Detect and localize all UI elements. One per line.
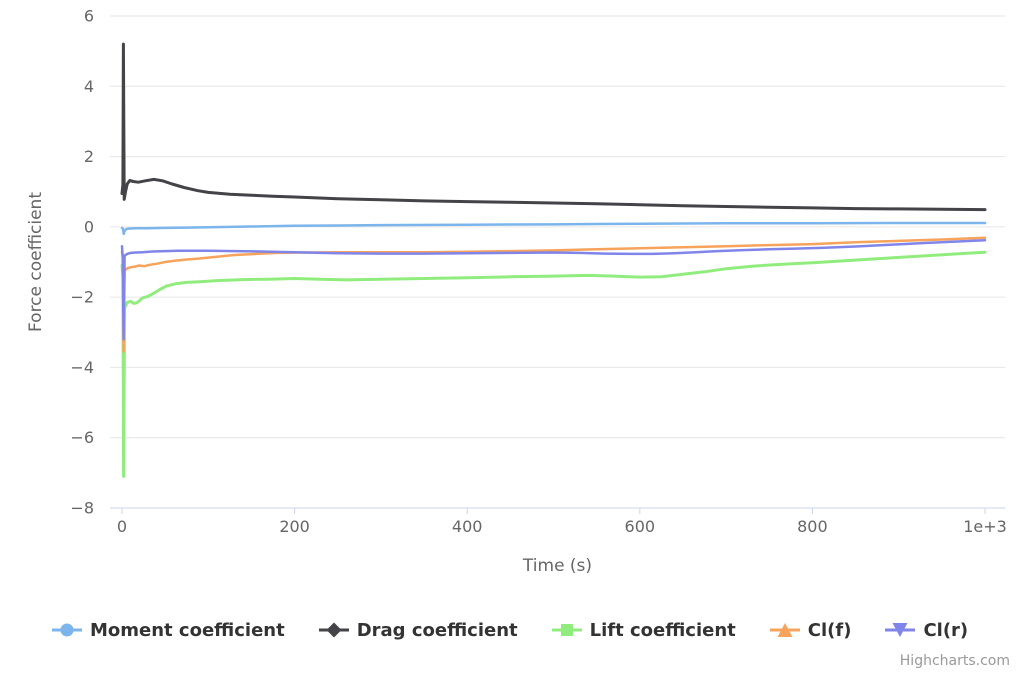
y-tick-label: −6 [70, 428, 94, 447]
y-tick-label: 6 [84, 7, 94, 26]
legend-item-cl-f[interactable]: Cl(f) [769, 619, 852, 641]
circle-icon [52, 623, 82, 637]
y-axis-title: Force coefficient [26, 191, 46, 333]
y-tick-label: −2 [70, 288, 94, 307]
highcharts-credits-link[interactable]: Highcharts.com [899, 653, 1010, 669]
series-line-cl-r[interactable] [120, 238, 987, 341]
y-tick-label: −4 [70, 358, 94, 377]
y-tick-label: 0 [84, 217, 94, 236]
legend-item-moment-coefficient[interactable]: Moment coefficient [52, 620, 285, 641]
legend-item-label: Moment coefficient [90, 619, 285, 641]
x-tick-label: 400 [452, 517, 483, 536]
triangle-icon [769, 623, 800, 637]
legend-item-label: Lift coefficient [589, 619, 736, 641]
x-axis-title: Time (s) [522, 556, 593, 576]
series-line-drag-coefficient[interactable] [120, 42, 987, 212]
legend-item-label: Drag coefficient [356, 619, 518, 641]
x-tick-label: 800 [797, 517, 828, 536]
x-tick-label: 600 [625, 517, 656, 536]
square-icon [551, 624, 582, 636]
series-line-moment-coefficient[interactable] [120, 221, 987, 236]
y-tick-label: 4 [84, 77, 94, 96]
series-line-cl-f[interactable] [120, 236, 987, 353]
legend-item-label: Cl(f) [807, 619, 852, 641]
triangle-down-icon [885, 623, 916, 637]
legend-item-cl-r[interactable]: Cl(r) [885, 620, 968, 641]
x-tick-label: 200 [279, 517, 310, 536]
y-tick-label: 2 [84, 147, 94, 166]
x-tick-label: 0 [117, 517, 127, 536]
chart-canvas[interactable]: 6 4 2 0 −2 −4 −6 −8 0 200 400 600 800 1e+3 [0, 0, 1024, 600]
legend-item-drag-coefficient[interactable]: Drag coefficient [318, 619, 518, 641]
series-line-lift-coefficient[interactable] [120, 250, 987, 478]
y-tick-label: −8 [70, 499, 94, 518]
diamond-icon [318, 622, 349, 638]
legend-item-lift-coefficient[interactable]: Lift coefficient [551, 619, 736, 641]
x-tick-label: 1e+3 [963, 517, 1007, 536]
legend: Moment coefficient Drag coefficient Lift c… [52, 614, 968, 646]
legend-item-label: Cl(r) [923, 619, 969, 641]
